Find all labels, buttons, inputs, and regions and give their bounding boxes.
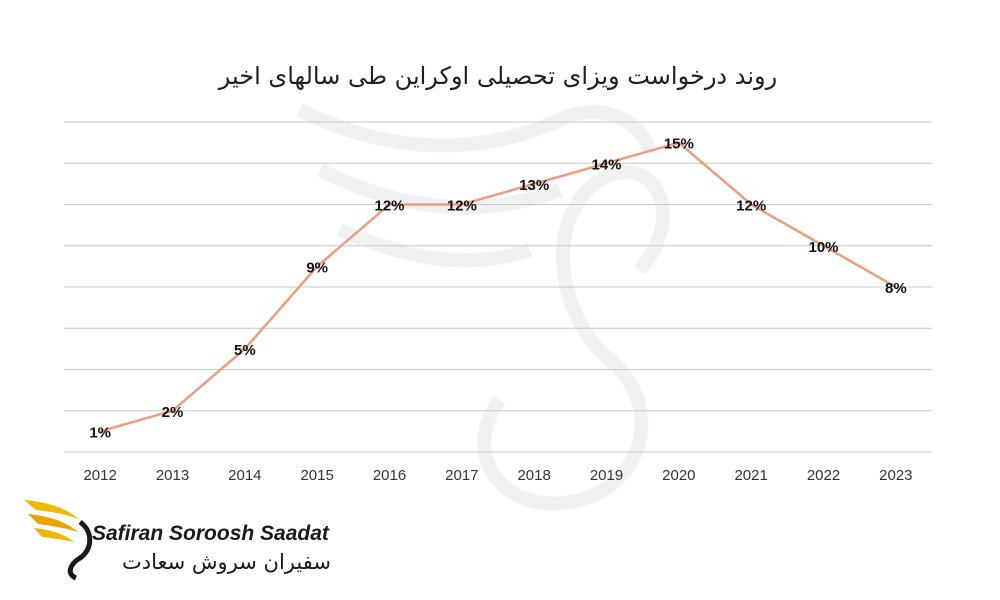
data-label: 1% [89,424,111,441]
data-label: 12% [447,198,477,215]
brand-logo: Safiran Soroosh Saadat سفیران سروش سعادت [18,492,331,592]
x-tick-label: 2021 [734,467,767,484]
gridlines [64,121,932,453]
wing-logo-icon [24,500,93,581]
x-tick-label: 2020 [662,467,695,484]
data-labels: 1% 2% 5% 9% 12% 12% 13% 14% 15% 12% 10% 8% [89,136,906,442]
x-tick-label: 2017 [445,467,478,484]
x-tick-label: 2012 [83,467,116,484]
series-line [99,141,897,433]
chart-title: روند درخواست ویزای تحصیلی اوکراین طی سال… [218,62,777,90]
x-tick-label: 2015 [300,467,333,484]
logo-persian-text: سفیران سروش سعادت [122,550,331,574]
x-axis-ticks: 2012 2013 2014 2015 2016 2017 2018 2019 2020 2021… [83,467,912,484]
data-label: 8% [885,280,907,297]
x-tick-label: 2023 [879,467,912,484]
x-tick-label: 2016 [373,467,406,484]
data-label: 13% [519,177,549,194]
x-tick-label: 2018 [517,467,550,484]
x-tick-label: 2013 [156,467,189,484]
data-label: 15% [664,136,694,153]
data-label: 14% [591,156,621,173]
x-tick-label: 2014 [228,467,261,484]
data-label: 12% [374,198,404,215]
data-label: 9% [306,259,328,276]
x-tick-label: 2022 [807,467,840,484]
logo-english-text: Safiran Soroosh Saadat [92,522,329,545]
data-label: 2% [162,404,184,421]
series-polyline [99,141,897,433]
x-tick-label: 2019 [590,467,623,484]
data-label: 12% [736,198,766,215]
data-label: 5% [234,342,256,359]
data-label: 10% [808,239,838,256]
